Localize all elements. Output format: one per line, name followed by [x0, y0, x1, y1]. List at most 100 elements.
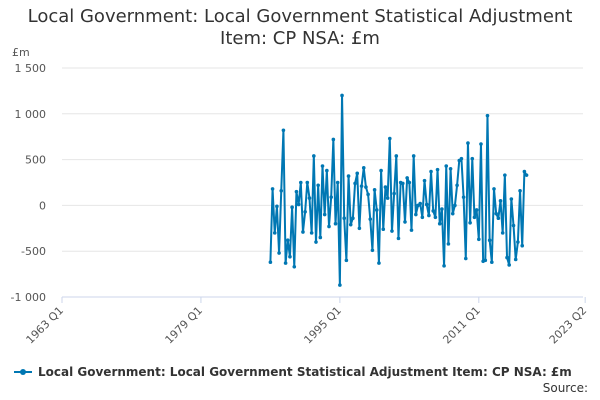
data-point [327, 224, 331, 229]
data-point [366, 192, 370, 197]
data-point [433, 215, 438, 220]
data-point [437, 221, 442, 226]
data-point [394, 154, 399, 158]
data-point [450, 211, 455, 216]
data-point [385, 196, 390, 200]
data-point [468, 221, 472, 225]
data-point [418, 201, 422, 206]
data-point [374, 208, 379, 212]
data-point [424, 202, 429, 207]
data-point [361, 166, 366, 170]
data-point [312, 154, 316, 158]
data-point [409, 228, 414, 232]
data-point [331, 137, 336, 142]
data-point [405, 176, 409, 180]
chart-title-line-2: Item: CP NSA: £m [220, 28, 380, 49]
data-point [283, 261, 288, 265]
data-point [277, 251, 281, 255]
series-line [269, 94, 528, 287]
data-point [455, 183, 459, 188]
source-label: Source: [542, 381, 588, 395]
data-point [496, 216, 501, 221]
data-point [307, 196, 312, 200]
data-point [494, 211, 498, 216]
data-point [292, 264, 297, 269]
data-point [370, 248, 375, 253]
data-point [503, 173, 507, 177]
data-point [431, 209, 436, 213]
data-point [524, 173, 529, 177]
data-point [509, 197, 514, 201]
data-point [520, 243, 525, 248]
data-point [383, 185, 388, 189]
data-point [470, 156, 475, 161]
x-tick-label: 1995 Q1 [301, 304, 344, 347]
data-point [368, 217, 373, 221]
data-point [518, 188, 522, 193]
data-point [355, 171, 360, 176]
data-point [342, 216, 347, 221]
data-point [325, 168, 329, 173]
data-point [279, 188, 284, 193]
data-point [268, 260, 273, 264]
data-point [359, 184, 364, 188]
data-point [329, 195, 333, 199]
data-point [281, 128, 286, 133]
data-point [353, 181, 357, 186]
chart-title-line-1: Local Government: Local Government Stati… [27, 6, 573, 27]
y-tick-label: 500 [25, 154, 46, 167]
data-point [511, 223, 516, 228]
data-point [316, 183, 320, 188]
legend-swatch-icon [14, 369, 32, 375]
data-point [305, 180, 310, 185]
data-point [288, 254, 292, 259]
legend[interactable]: Local Government: Local Government Stati… [14, 365, 572, 379]
data-point [296, 202, 301, 207]
data-point [407, 180, 412, 185]
data-point [446, 242, 451, 246]
data-point [492, 187, 496, 191]
data-point [448, 166, 453, 171]
data-point [270, 187, 275, 191]
y-axis-label: £m [12, 46, 30, 59]
data-point [392, 191, 396, 196]
data-point [351, 216, 355, 221]
data-point [474, 208, 479, 212]
data-point [444, 164, 449, 168]
data-point [388, 136, 392, 141]
data-point [318, 235, 323, 240]
y-tick-label: 0 [39, 199, 46, 212]
data-point [309, 231, 314, 235]
legend-label: Local Government: Local Government Stati… [38, 365, 572, 379]
data-point [303, 210, 307, 214]
data-point [485, 113, 490, 118]
data-point [414, 212, 418, 217]
data-point [320, 164, 325, 168]
data-point [340, 93, 344, 98]
data-point [348, 222, 353, 227]
x-tick-label: 2023 Q2 [547, 304, 590, 347]
chart-title: Local Government: Local Government Stati… [0, 6, 600, 50]
y-tick-label: 1 000 [15, 108, 47, 121]
y-tick-label: 1 500 [15, 62, 47, 75]
data-point [516, 240, 520, 244]
data-point [487, 238, 492, 243]
data-point [275, 204, 279, 209]
x-tick-label: 2011 Q1 [440, 304, 483, 347]
data-point [440, 207, 444, 211]
data-point [513, 257, 518, 262]
data-point [453, 203, 457, 208]
data-point [522, 169, 527, 174]
data-point [333, 221, 338, 226]
data-point [322, 212, 327, 217]
data-point [390, 229, 394, 233]
data-point [498, 199, 503, 203]
data-point [429, 169, 433, 174]
data-point [357, 226, 362, 231]
data-point [466, 141, 470, 145]
x-tick-label: 1963 Q1 [24, 304, 67, 347]
data-point [479, 142, 483, 146]
data-point [490, 260, 494, 264]
data-point [377, 261, 381, 265]
